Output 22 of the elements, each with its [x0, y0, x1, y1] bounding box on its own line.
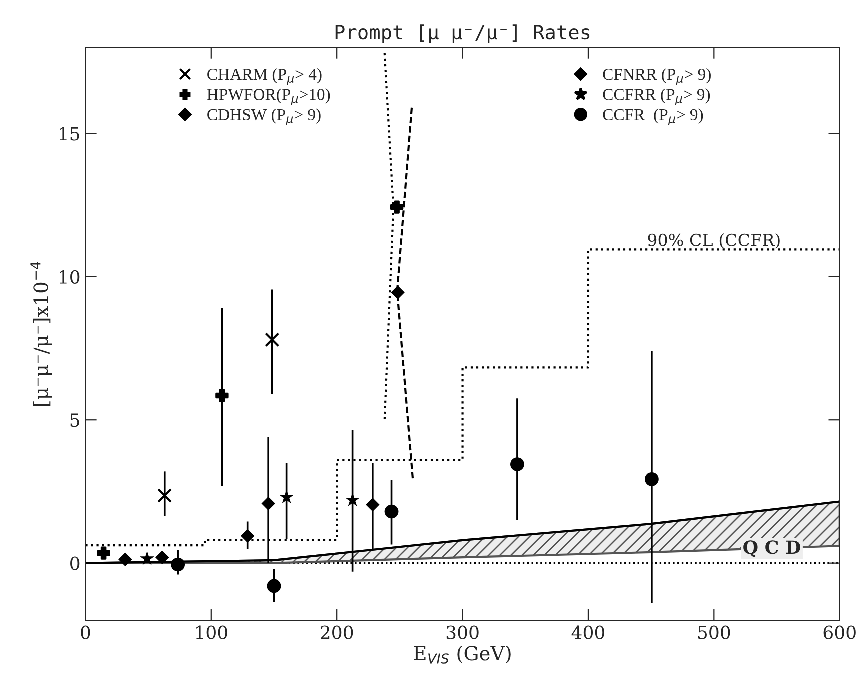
x-tick-label: 0: [81, 626, 90, 640]
legend-label: CFNRR (P$_{μ}$> 9): [603, 68, 711, 86]
x-tick-label: 100: [196, 626, 228, 640]
annotation: Q C D: [744, 540, 800, 558]
x-tick-label: 500: [698, 626, 730, 640]
x-tick-label: 200: [321, 626, 354, 640]
y-tick-label: 10: [60, 270, 80, 284]
legend-label: CCFRR (P$_{μ}$> 9): [603, 88, 710, 106]
y-tick-label: 5: [70, 414, 80, 428]
chart-title: Prompt [μ μ⁻/μ⁻] Rates: [336, 24, 590, 44]
x-tick-label: 400: [572, 626, 605, 640]
legend-label: CCFR (P$_{μ}$> 9): [603, 108, 704, 126]
y-axis-title: [μ⁻μ⁻/μ⁻]x10$^{−4}$: [30, 262, 52, 406]
legend-label: HPWFOR(P$_{μ}$>10): [207, 88, 330, 106]
annotation: 90% CL (CCFR): [648, 234, 780, 249]
x-tick-label: 300: [446, 626, 479, 640]
y-tick-label: 0: [70, 556, 80, 570]
x-axis-title: E$_{VIS}$ (GeV): [414, 646, 511, 664]
x-tick-label: 600: [824, 626, 856, 640]
y-tick-label: 15: [60, 127, 80, 141]
legend-label: CHARM (P$_{μ}$> 4): [208, 68, 322, 86]
legend-label: CDHSW (P$_{μ}$> 9): [208, 108, 321, 126]
